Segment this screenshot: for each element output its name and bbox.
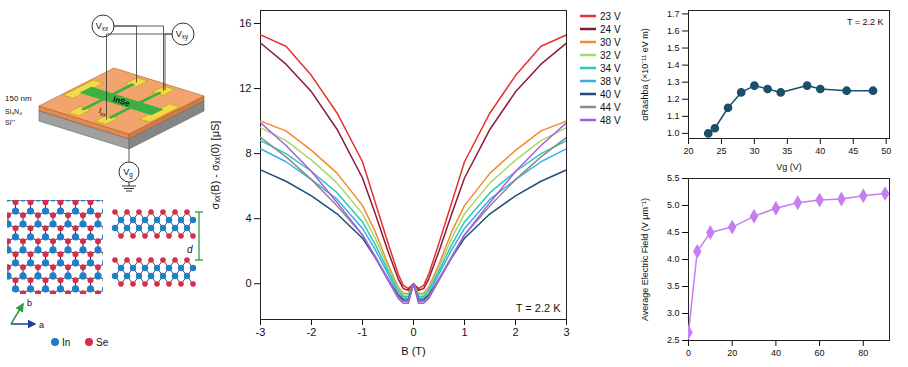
svg-text:16: 16 xyxy=(239,17,251,29)
svg-text:4.0: 4.0 xyxy=(667,254,680,264)
svg-text:3: 3 xyxy=(563,326,569,338)
svg-text:InSe: InSe xyxy=(112,95,131,109)
html-text:xx: xx xyxy=(99,110,107,118)
svg-text:44 V: 44 V xyxy=(600,102,621,113)
svg-text:αRashba (×10⁻¹¹ eV m): αRashba (×10⁻¹¹ eV m) xyxy=(640,28,650,121)
svg-text:20: 20 xyxy=(727,348,737,358)
svg-text:Si⁺⁺: Si⁺⁺ xyxy=(5,119,16,126)
svg-text:3.5: 3.5 xyxy=(667,281,680,291)
svg-text:12: 12 xyxy=(239,82,251,94)
svg-text:1.5: 1.5 xyxy=(667,43,680,53)
svg-text:d: d xyxy=(187,244,193,255)
svg-text:-2: -2 xyxy=(307,326,317,338)
svg-text:4.5: 4.5 xyxy=(667,227,680,237)
svg-text:σₓₓ(B) - σₓₓ(0) [μS]: σₓₓ(B) - σₓₓ(0) [μS] xyxy=(209,121,221,210)
svg-text:0: 0 xyxy=(410,326,416,338)
svg-text:T = 2.2 K: T = 2.2 K xyxy=(847,17,884,27)
svg-text:1.0: 1.0 xyxy=(667,128,680,138)
svg-text:35: 35 xyxy=(782,146,792,156)
svg-text:In: In xyxy=(62,337,70,348)
svg-text:32 V: 32 V xyxy=(600,50,621,61)
svg-text:24 V: 24 V xyxy=(600,24,621,35)
svg-text:34 V: 34 V xyxy=(600,63,621,74)
svg-text:1.2: 1.2 xyxy=(667,94,680,104)
svg-text:1: 1 xyxy=(461,326,467,338)
svg-text:Vg (V): Vg (V) xyxy=(776,162,802,172)
svg-text:-3: -3 xyxy=(256,326,266,338)
svg-text:50: 50 xyxy=(881,146,891,156)
svg-text:Se: Se xyxy=(96,337,109,348)
svg-text:Vxx: Vxx xyxy=(96,21,109,32)
svg-text:2.5: 2.5 xyxy=(667,335,680,345)
svg-text:150 nm: 150 nm xyxy=(5,94,32,103)
svg-text:Vxy: Vxy xyxy=(176,29,189,41)
svg-text:60: 60 xyxy=(815,348,825,358)
svg-text:25: 25 xyxy=(716,146,726,156)
svg-text:80: 80 xyxy=(858,348,868,358)
svg-text:5.5: 5.5 xyxy=(667,173,680,183)
svg-text:4: 4 xyxy=(245,212,251,224)
svg-text:Si₃N₄: Si₃N₄ xyxy=(5,108,22,115)
svg-text:30 V: 30 V xyxy=(600,37,621,48)
svg-text:0: 0 xyxy=(686,348,691,358)
svg-text:b: b xyxy=(27,298,32,308)
svg-text:a: a xyxy=(39,320,44,330)
svg-text:-1: -1 xyxy=(358,326,368,338)
svg-text:1.4: 1.4 xyxy=(667,60,680,70)
svg-text:1.7: 1.7 xyxy=(667,9,680,19)
svg-text:20: 20 xyxy=(683,146,693,156)
svg-text:40 V: 40 V xyxy=(600,89,621,100)
svg-text:5.0: 5.0 xyxy=(667,200,680,210)
svg-text:40: 40 xyxy=(815,146,825,156)
svg-text:8: 8 xyxy=(245,147,251,159)
svg-text:2: 2 xyxy=(512,326,518,338)
svg-text:23 V: 23 V xyxy=(600,11,621,22)
svg-text:0: 0 xyxy=(245,277,251,289)
svg-text:B (T): B (T) xyxy=(401,345,425,357)
svg-text:45: 45 xyxy=(848,146,858,156)
svg-text:48 V: 48 V xyxy=(600,115,621,126)
html-text:I: I xyxy=(97,106,103,116)
svg-text:T = 2.2 K: T = 2.2 K xyxy=(516,302,561,314)
svg-text:1.1: 1.1 xyxy=(667,111,680,121)
svg-text:38 V: 38 V xyxy=(600,76,621,87)
svg-text:Vg: Vg xyxy=(123,167,133,179)
svg-text:3.0: 3.0 xyxy=(667,308,680,318)
svg-text:30: 30 xyxy=(749,146,759,156)
svg-text:40: 40 xyxy=(771,348,781,358)
svg-text:1.3: 1.3 xyxy=(667,77,680,87)
svg-text:1.6: 1.6 xyxy=(667,26,680,36)
svg-text:Average Electric Field (V μm⁻¹: Average Electric Field (V μm⁻¹) xyxy=(640,198,650,321)
